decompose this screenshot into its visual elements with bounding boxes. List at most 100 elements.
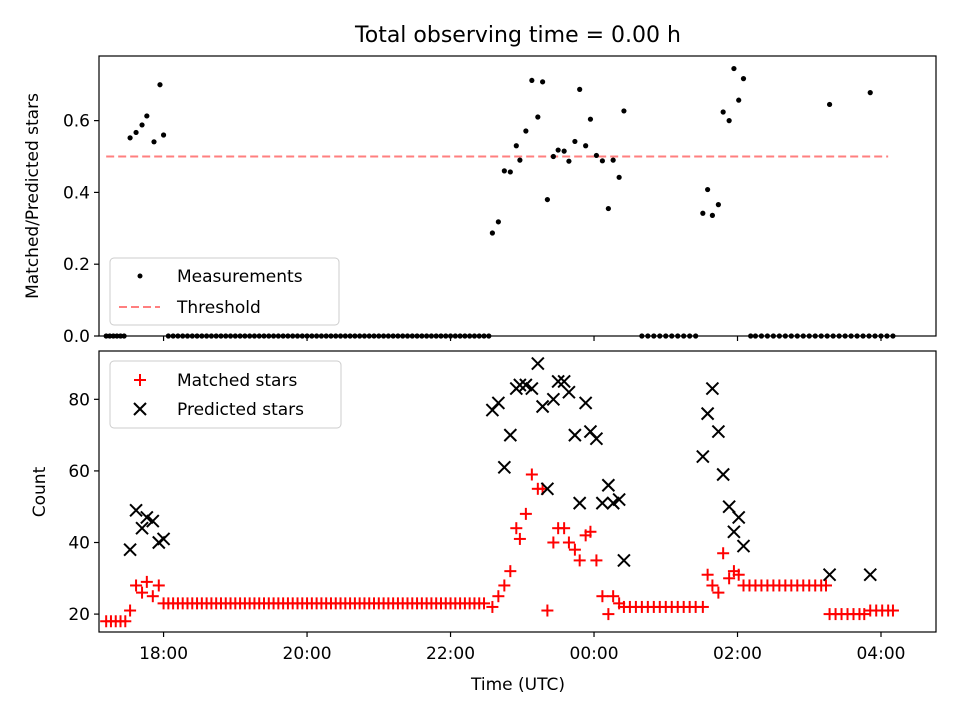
predicted-stars-point [612,492,626,507]
measurement-point [501,168,507,174]
measurement-point [561,148,567,154]
measurement-point [705,186,711,193]
measurement-point [489,230,495,236]
x-tick-label: 04:00 [856,644,905,664]
x-tick-label: 20:00 [283,644,332,664]
predicted-stars-point [551,374,565,389]
predicted-stars-point [129,503,143,518]
predicted-stars-point [736,539,751,553]
predicted-stars-point [711,424,726,439]
matched-stars-point [498,579,511,592]
predicted-stars-point [156,532,171,546]
predicted-stars-point [606,496,620,510]
predicted-stars-point [568,428,582,442]
measurement-point [550,153,556,160]
ratio-y-axis-label: Matched/Predicted stars [23,93,43,299]
measurement-point [740,76,747,82]
measurement-point [529,77,535,84]
measurement-point [599,158,605,164]
x-tick-label: 00:00 [570,644,619,664]
ratio-y-axis: 0.0 0.2 0.4 0.6 [63,112,99,347]
legend-predicted-marker [133,402,147,416]
ratio-legend: Measurements Threshold [109,257,340,326]
ratio-x-axis [162,336,882,341]
matched-stars-point [124,604,137,617]
matched-stars-point [602,608,615,621]
legend-predicted-label: Predicted stars [177,400,304,420]
measurement-point [517,157,523,163]
count-legend-box [109,360,342,429]
matched-stars-point [558,522,571,535]
y-tick-label: 0.4 [63,183,90,203]
measurement-point [593,152,600,159]
matched-stars-point [119,615,132,628]
matched-stars-point [146,590,159,603]
x-tick-label: 18:00 [139,644,188,664]
y-tick-label: 80 [68,390,90,410]
measurement-point [715,202,721,208]
measurement-point [523,128,529,134]
matched-stars-point [504,565,517,578]
measurement-point [577,86,583,92]
measurement-point [736,97,742,103]
ratio-legend-box [109,257,340,326]
predicted-stars-point [601,478,616,492]
measurement-point [709,212,716,218]
matched-stars-point [492,590,505,603]
x-tick-label: 02:00 [713,644,762,664]
measurement-point [151,139,157,145]
predicted-stars-point [595,496,610,510]
predicted-stars-point [546,392,561,407]
predicted-stars-point [705,381,720,396]
predicted-stars-point [535,399,550,414]
predicted-stars-point [696,449,710,464]
predicted-stars-point [540,482,555,496]
matched-stars-point [136,586,149,599]
y-tick-label: 40 [68,534,90,554]
measurement-point [133,129,139,136]
predicted-stars-point [822,568,837,582]
measurement-point [731,65,737,72]
y-tick-label: 0.6 [63,112,90,132]
count-panel-frame [98,350,937,633]
measurement-point [616,174,622,180]
legend-threshold-label: Threshold [176,298,261,318]
measurement-point [726,118,732,124]
matched-stars-point [513,532,526,545]
ratio-panel: 0.0 0.2 0.4 0.6 Matched/Predicted stars Mea… [23,55,937,347]
matched-stars-point [584,525,597,538]
matched-stars-point [510,522,523,535]
measurement-point [540,79,546,85]
predicted-stars-point [503,428,518,442]
predicted-stars-point [863,568,877,582]
predicted-stars-point [722,500,736,514]
predicted-stars-point [135,521,149,535]
matched-stars-point [573,554,586,567]
measurement-point [583,143,589,149]
measurement-point [157,82,163,88]
predicted-stars-point [525,381,539,396]
predicted-stars-point [557,374,571,389]
measurement-point [555,147,561,153]
measurement-point [144,113,150,119]
measurement-point [495,219,501,225]
matched-stars-point [140,575,153,588]
matched-stars-point [478,597,491,610]
predicted-stars-point [497,460,512,475]
measurement-point [621,108,627,114]
predicted-stars-point [513,378,527,392]
matched-stars-point [130,579,143,592]
legend-measurements-marker [137,273,143,279]
matched-stars-point [519,507,532,520]
predicted-stars-point [700,406,715,421]
matched-stars-point [706,579,719,592]
measurement-point [720,109,726,115]
matched-stars-point [732,568,745,581]
measurement-point [587,116,594,122]
y-tick-label: 0.0 [63,327,90,347]
predicted-stars-point [146,514,160,528]
measurement-point [544,196,550,203]
legend-matched-marker [134,374,146,386]
